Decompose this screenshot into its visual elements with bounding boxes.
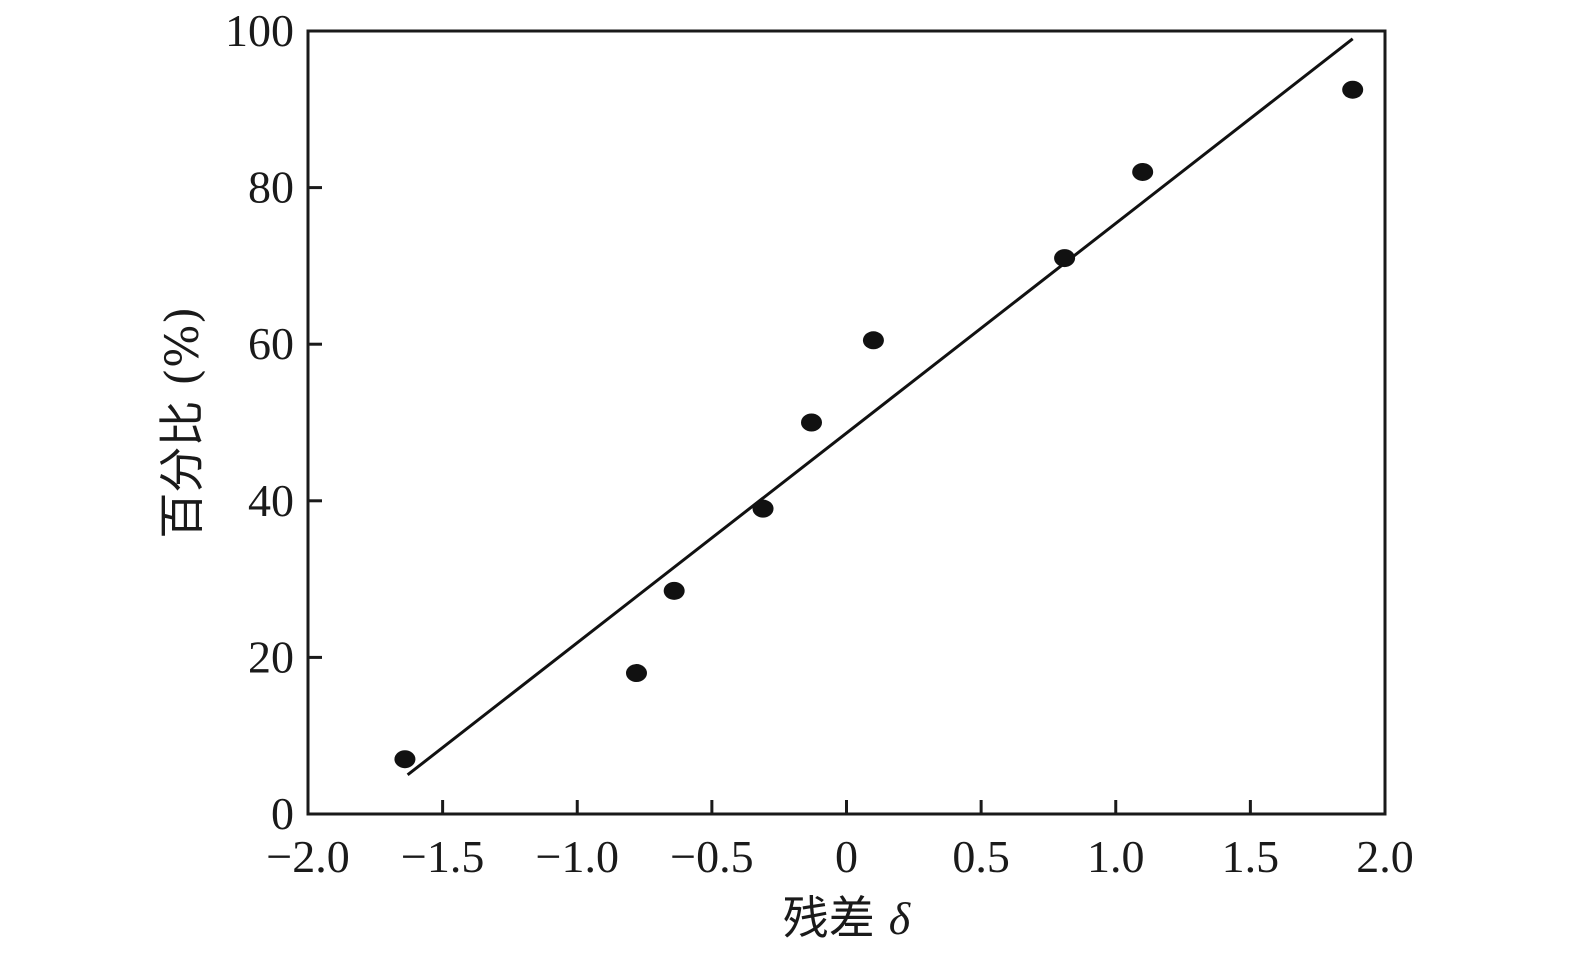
- x-axis-label-text: 残差: [783, 891, 875, 945]
- y-axis-ticks: 0 20 40 60 80 100: [225, 5, 322, 839]
- data-point: [625, 664, 647, 683]
- data-point: [862, 331, 884, 350]
- data-point: [1132, 162, 1154, 181]
- x-axis-ticks: −2.0 −1.5 −1.0 −0.5 0 0.5 1.0 1.5 2.0: [266, 800, 1414, 882]
- x-tick-label: 0.5: [952, 831, 1010, 882]
- y-tick-label: 20: [248, 631, 294, 682]
- fit-line: [406, 37, 1354, 777]
- y-tick-label: 80: [248, 162, 294, 213]
- x-tick-label: 1.0: [1087, 831, 1145, 882]
- x-tick-label: −2.0: [266, 831, 349, 882]
- x-axis-label: 残差 δ: [783, 891, 911, 945]
- x-tick-label: 1.5: [1222, 831, 1280, 882]
- data-point: [752, 499, 774, 518]
- data-point: [1054, 249, 1076, 268]
- y-tick-label: 40: [248, 475, 294, 526]
- x-axis-label-symbol: δ: [889, 893, 911, 944]
- y-tick-label: 100: [225, 5, 294, 56]
- fit-line-layer: [406, 37, 1354, 777]
- data-point: [663, 581, 685, 600]
- data-point: [1342, 80, 1364, 99]
- x-tick-label: 2.0: [1356, 831, 1414, 882]
- data-point: [394, 750, 416, 769]
- x-tick-label: −1.0: [536, 831, 619, 882]
- x-tick-label: 0: [835, 831, 858, 882]
- plot-frame: [306, 29, 1387, 816]
- y-tick-label: 0: [271, 788, 294, 839]
- x-tick-label: −1.5: [401, 831, 484, 882]
- y-tick-label: 60: [248, 318, 294, 369]
- data-point: [800, 413, 822, 432]
- y-axis-label: 百分比 (%): [155, 306, 209, 538]
- data-points-layer: [394, 80, 1364, 769]
- x-tick-label: −0.5: [670, 831, 753, 882]
